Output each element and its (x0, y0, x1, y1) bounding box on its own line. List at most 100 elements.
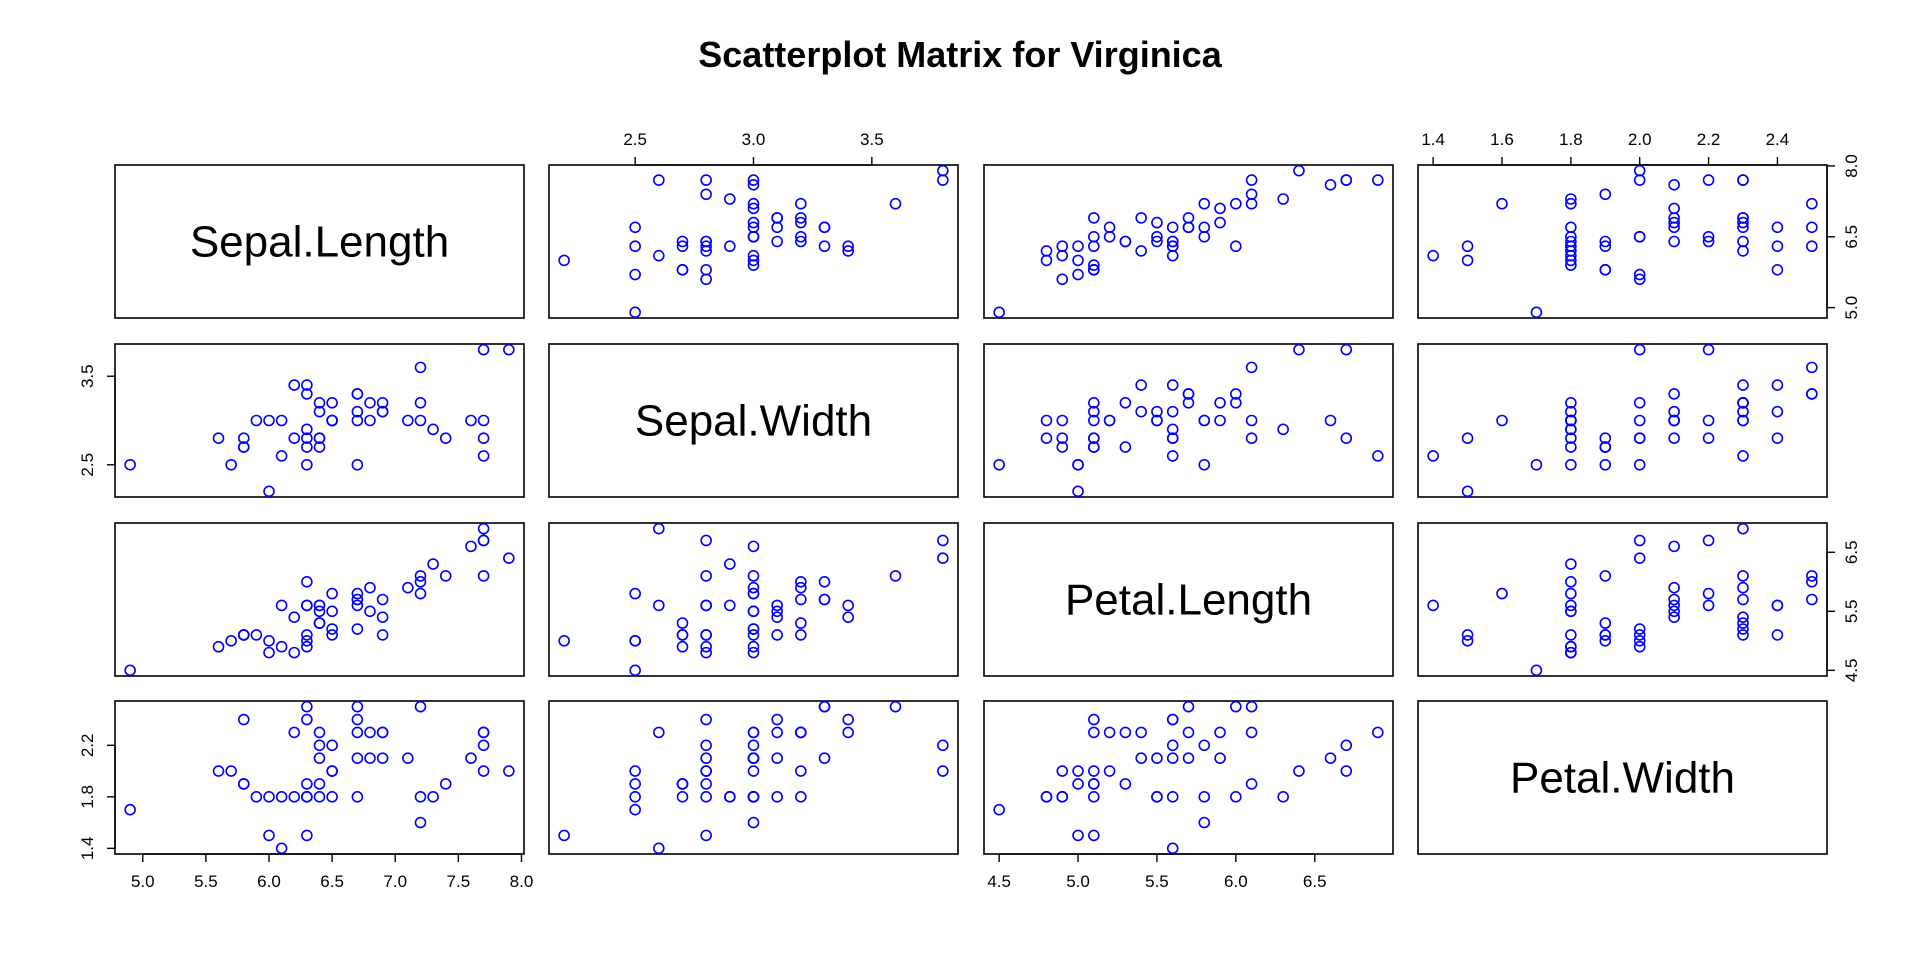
data-point (1166, 379, 1179, 391)
data-point (795, 765, 807, 777)
data-point (1340, 765, 1353, 777)
data-point (653, 174, 665, 186)
data-point (1599, 441, 1612, 453)
tick-label: 6.5 (1303, 872, 1327, 891)
data-point (747, 752, 760, 764)
panel-frame (548, 700, 959, 855)
data-point (1565, 414, 1577, 427)
data-point (1461, 432, 1474, 445)
data-point (724, 599, 736, 612)
data-point (503, 343, 515, 356)
data-point (414, 414, 427, 427)
data-point (402, 581, 414, 594)
data-point (1088, 396, 1100, 409)
data-point (747, 570, 760, 582)
data-point (275, 599, 288, 612)
data-point (364, 605, 376, 618)
data-point (1565, 640, 1577, 653)
data-point (1245, 188, 1258, 201)
data-point (889, 570, 902, 582)
data-point (1461, 629, 1474, 641)
tick-label: 5.0 (1066, 872, 1090, 891)
data-point (250, 791, 263, 803)
data-point (747, 174, 760, 186)
data-point (1072, 240, 1084, 253)
data-point (351, 791, 364, 803)
bottom-axis-petal-length: 4.5 5.0 5.5 6.0 6.5 (987, 853, 1327, 891)
data-point (1324, 752, 1337, 764)
data-point (771, 605, 783, 618)
data-point (288, 791, 301, 803)
data-point (700, 791, 712, 803)
data-point (771, 752, 783, 764)
data-point (414, 700, 427, 713)
data-point (313, 726, 326, 739)
data-point (1668, 414, 1680, 427)
data-point (465, 414, 477, 427)
data-point (364, 726, 376, 739)
data-point (1072, 829, 1084, 842)
data-point (653, 249, 665, 262)
data-point (700, 739, 712, 752)
data-point (724, 240, 736, 253)
data-point (747, 230, 760, 243)
data-point (1599, 458, 1612, 471)
data-point (439, 432, 452, 445)
data-point (263, 414, 275, 427)
tick-label: 2.5 (78, 453, 97, 477)
data-point (1245, 414, 1258, 427)
data-point (771, 726, 783, 739)
data-point (1198, 816, 1211, 829)
data-point (1040, 791, 1053, 803)
data-point (842, 611, 854, 624)
data-point (301, 713, 313, 726)
top-axis-sepal-width: 2.5 3.0 3.5 (623, 130, 884, 166)
data-point (1737, 629, 1749, 641)
data-point (301, 640, 313, 653)
data-point (1737, 245, 1749, 257)
data-point (1151, 791, 1163, 803)
data-point (1088, 240, 1100, 253)
data-point (351, 726, 364, 739)
panel-petal-width-vs-sepal-width (548, 700, 959, 855)
tick-label: 4.5 (1842, 659, 1861, 683)
data-point (558, 635, 570, 647)
data-point (1737, 235, 1749, 248)
data-point (937, 739, 949, 752)
data-point (1737, 623, 1749, 635)
data-point (842, 726, 854, 739)
panel-frame (1417, 164, 1828, 319)
data-point (1056, 432, 1069, 445)
data-point (351, 593, 364, 606)
data-point (937, 552, 949, 564)
data-point (1040, 254, 1053, 267)
data-point (1245, 700, 1258, 713)
data-point (1245, 432, 1258, 445)
tick-label: 3.5 (860, 130, 884, 149)
data-point (1151, 414, 1163, 427)
data-point (313, 405, 326, 418)
data-point (1806, 240, 1818, 253)
data-point (1461, 254, 1474, 267)
data-point (1806, 361, 1818, 374)
data-point (1737, 414, 1749, 427)
data-point (1119, 441, 1132, 453)
variable-label-sepal-length: Sepal.Length (190, 218, 449, 267)
data-point (1245, 174, 1258, 186)
data-point (1599, 635, 1612, 647)
data-point (747, 739, 760, 752)
data-point (351, 405, 364, 418)
data-point (1633, 414, 1646, 427)
data-point (795, 593, 807, 606)
data-point (676, 791, 689, 803)
panel-frame (114, 700, 525, 855)
data-point (724, 791, 736, 803)
panel-frame (1417, 700, 1828, 855)
data-point (301, 700, 313, 713)
data-point (301, 829, 313, 842)
panel-frame (548, 343, 959, 498)
tick-label: 2.2 (78, 733, 97, 757)
data-point (1088, 726, 1100, 739)
data-point (313, 432, 326, 445)
data-point (326, 587, 338, 600)
